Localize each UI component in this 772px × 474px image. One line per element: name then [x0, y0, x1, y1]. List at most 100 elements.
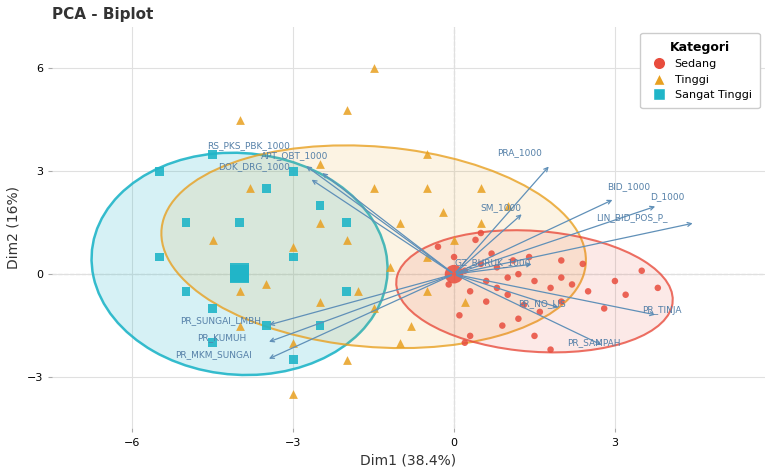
- Ellipse shape: [161, 146, 586, 348]
- Point: [502, 274, 514, 282]
- Point: [437, 209, 449, 216]
- Point: [480, 277, 493, 285]
- Point: [652, 284, 664, 292]
- Text: PCA - Biplot: PCA - Biplot: [52, 7, 154, 22]
- Point: [442, 281, 455, 288]
- Point: [340, 356, 353, 364]
- Point: [533, 308, 546, 316]
- Point: [287, 243, 300, 251]
- Point: [475, 229, 487, 237]
- Point: [555, 274, 567, 282]
- Text: SM_1000: SM_1000: [481, 203, 522, 212]
- Point: [287, 253, 300, 261]
- Point: [513, 315, 525, 322]
- Point: [528, 332, 540, 340]
- Point: [469, 236, 482, 244]
- Text: LIN_BID_POS_P_: LIN_BID_POS_P_: [596, 213, 668, 222]
- Point: [340, 288, 353, 295]
- Point: [207, 236, 219, 244]
- Text: APT_OBT_1000: APT_OBT_1000: [261, 151, 328, 160]
- Point: [405, 322, 418, 329]
- Point: [287, 167, 300, 175]
- Point: [475, 260, 487, 268]
- Point: [464, 288, 476, 295]
- Point: [523, 253, 535, 261]
- Point: [598, 305, 611, 312]
- Point: [464, 332, 476, 340]
- Text: PR_KUMUH: PR_KUMUH: [197, 333, 246, 342]
- Point: [619, 291, 631, 299]
- Point: [609, 277, 621, 285]
- Point: [475, 185, 487, 192]
- Point: [340, 236, 353, 244]
- Text: PR_TINJA: PR_TINJA: [642, 306, 681, 315]
- Point: [367, 185, 380, 192]
- Text: RS_PKS_PBK_1000: RS_PKS_PBK_1000: [208, 141, 290, 150]
- Point: [233, 269, 245, 276]
- Point: [314, 161, 327, 168]
- Text: PR_SUNGAI_LMBH: PR_SUNGAI_LMBH: [181, 316, 262, 325]
- Point: [453, 311, 466, 319]
- Point: [555, 298, 567, 305]
- Ellipse shape: [396, 230, 672, 352]
- Point: [233, 288, 245, 295]
- Text: PR_MKM_SUNGAI: PR_MKM_SUNGAI: [175, 350, 252, 359]
- Point: [384, 264, 396, 271]
- Point: [421, 288, 433, 295]
- Point: [314, 298, 327, 305]
- Point: [566, 281, 578, 288]
- Point: [475, 219, 487, 227]
- Text: PRA_1000: PRA_1000: [497, 148, 542, 157]
- Point: [340, 106, 353, 113]
- Legend: Sedang, Tinggi, Sangat Tinggi: Sedang, Tinggi, Sangat Tinggi: [640, 33, 760, 108]
- Point: [448, 236, 460, 244]
- Point: [577, 260, 589, 268]
- Point: [340, 219, 353, 227]
- Point: [351, 288, 364, 295]
- Point: [180, 219, 192, 227]
- Point: [517, 301, 530, 309]
- Y-axis label: Dim2 (16%): Dim2 (16%): [7, 186, 21, 269]
- Point: [421, 185, 433, 192]
- Point: [207, 339, 219, 346]
- Text: D_1000: D_1000: [650, 192, 684, 201]
- Point: [421, 150, 433, 158]
- Point: [544, 284, 557, 292]
- Ellipse shape: [92, 153, 388, 375]
- Point: [260, 281, 273, 288]
- Point: [233, 322, 245, 329]
- Text: PR_NO_LIS: PR_NO_LIS: [519, 299, 566, 308]
- Point: [287, 356, 300, 364]
- Point: [394, 339, 407, 346]
- Point: [314, 322, 327, 329]
- Point: [544, 346, 557, 354]
- Point: [486, 250, 498, 257]
- Point: [555, 256, 567, 264]
- Point: [502, 202, 514, 210]
- Point: [287, 339, 300, 346]
- Point: [233, 270, 245, 278]
- Point: [448, 253, 460, 261]
- Point: [502, 291, 514, 299]
- Point: [314, 202, 327, 210]
- Text: BID_1000: BID_1000: [607, 182, 650, 191]
- Point: [367, 64, 380, 72]
- Point: [582, 288, 594, 295]
- Point: [635, 267, 648, 274]
- Point: [491, 284, 503, 292]
- Point: [180, 288, 192, 295]
- Text: GZ_BURUK_1000: GZ_BURUK_1000: [454, 258, 530, 267]
- Point: [507, 256, 520, 264]
- Point: [421, 253, 433, 261]
- Point: [513, 270, 525, 278]
- Point: [394, 219, 407, 227]
- Point: [367, 305, 380, 312]
- Text: DOK_DRG_1000: DOK_DRG_1000: [218, 162, 290, 171]
- Point: [459, 339, 471, 346]
- Point: [153, 167, 165, 175]
- Point: [260, 322, 273, 329]
- Point: [480, 298, 493, 305]
- Point: [207, 150, 219, 158]
- Point: [496, 322, 509, 329]
- Point: [153, 253, 165, 261]
